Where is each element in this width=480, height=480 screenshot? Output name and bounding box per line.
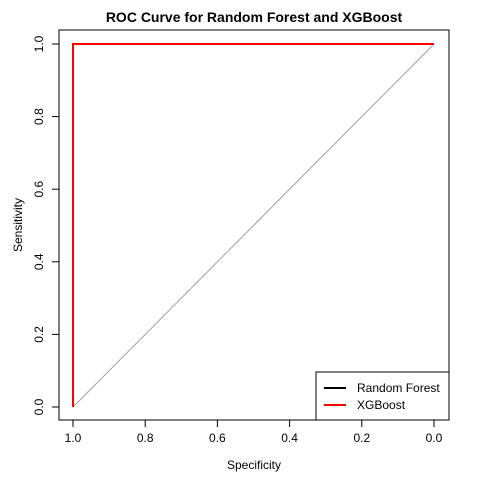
legend-label-xgboost: XGBoost bbox=[357, 398, 406, 412]
y-tick-label: 1.0 bbox=[32, 35, 46, 52]
y-axis: 0.0 0.2 0.4 0.6 0.8 1.0 bbox=[32, 35, 60, 415]
y-tick-label: 0.6 bbox=[32, 181, 46, 198]
x-tick-label: 0.2 bbox=[353, 431, 370, 445]
y-tick-label: 0.8 bbox=[32, 108, 46, 125]
x-tick-label: 1.0 bbox=[65, 431, 82, 445]
y-tick-label: 0.4 bbox=[32, 253, 46, 270]
series-line-xgboost bbox=[72, 43, 434, 407]
legend: Random Forest XGBoost bbox=[315, 371, 450, 421]
x-axis-label: Specificity bbox=[227, 458, 281, 472]
x-axis: 1.0 0.8 0.6 0.4 0.2 0.0 bbox=[65, 419, 443, 445]
legend-label-random-forest: Random Forest bbox=[357, 381, 440, 395]
x-tick-label: 0.4 bbox=[281, 431, 298, 445]
y-tick-label: 0.2 bbox=[32, 326, 46, 343]
reference-diagonal bbox=[72, 43, 435, 408]
x-tick-label: 0.0 bbox=[426, 431, 443, 445]
y-tick-label: 0.0 bbox=[32, 398, 46, 415]
series-layer bbox=[72, 43, 434, 407]
x-tick-label: 0.6 bbox=[209, 431, 226, 445]
y-axis-label: Sensitivity bbox=[11, 198, 25, 252]
chart-title: ROC Curve for Random Forest and XGBoost bbox=[106, 9, 403, 25]
legend-box bbox=[315, 371, 450, 421]
x-tick-label: 0.8 bbox=[137, 431, 154, 445]
